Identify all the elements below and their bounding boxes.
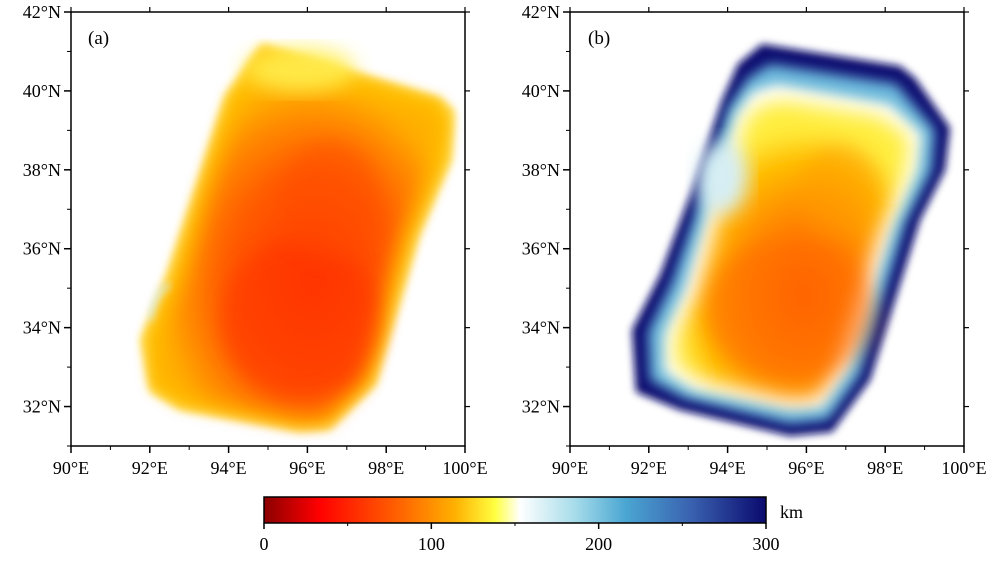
panel-a-xtick-label: 94°E [210, 458, 246, 478]
panel-a-ticks: 90°E 92°E 94°E 96°E 98°E 100°E 32°N 34°N 36°N 38°… [23, 2, 488, 478]
panel-b-ytick-label: 32°N [522, 397, 560, 417]
panel-a-yellow-top [245, 48, 355, 92]
panel-b-xtick-label: 100°E [941, 458, 986, 478]
panel-a-xtick-label: 98°E [368, 458, 404, 478]
panel-b-xtick-label: 96°E [788, 458, 824, 478]
panel-a-ytick-label: 42°N [23, 2, 61, 22]
colorbar: 0 100 200 300 km [260, 496, 803, 554]
panel-a-red-north [280, 140, 380, 260]
panel-b-xtick-label: 92°E [631, 458, 667, 478]
panel-a-red-center [220, 240, 380, 400]
panel-b-ytick-label: 38°N [522, 160, 560, 180]
panel-b: 90°E 92°E 94°E 96°E 98°E 100°E 32°N 34°N 36°N 38°… [522, 2, 987, 478]
panel-a-ytick-label: 40°N [23, 81, 61, 101]
panel-a-ytick-label: 34°N [23, 318, 61, 338]
panel-b-xtick-label: 94°E [709, 458, 745, 478]
colorbar-tick-label: 200 [585, 534, 612, 554]
colorbar-tick-label: 100 [418, 534, 445, 554]
panel-a-xtick-label: 100°E [442, 458, 487, 478]
panel-b-ticks: 90°E 92°E 94°E 96°E 98°E 100°E 32°N 34°N 36°N 38°… [522, 2, 987, 478]
colorbar-ticks: 0 100 200 300 [260, 523, 780, 554]
panel-b-ytick-label: 36°N [522, 239, 560, 259]
panel-b-pale-patch [696, 142, 748, 214]
panel-a-pale-edge [148, 283, 171, 321]
panel-b-orange-north [800, 145, 880, 235]
panel-b-xtick-label: 98°E [867, 458, 903, 478]
panel-b-ytick-label: 40°N [522, 81, 560, 101]
panel-a-xtick-label: 90°E [53, 458, 89, 478]
panel-a: 90°E 92°E 94°E 96°E 98°E 100°E 32°N 34°N 36°N 38°… [23, 2, 488, 478]
panel-b-xtick-label: 90°E [552, 458, 588, 478]
panel-b-label: (b) [588, 28, 610, 49]
panel-b-ytick-label: 34°N [522, 318, 560, 338]
panel-b-ytick-label: 42°N [522, 2, 560, 22]
panel-a-data-field [140, 43, 455, 432]
panel-b-orange-center [705, 240, 875, 380]
colorbar-unit-label: km [780, 502, 803, 522]
panel-a-ytick-label: 32°N [23, 397, 61, 417]
colorbar-tick-label: 300 [753, 534, 780, 554]
panel-a-xtick-label: 96°E [289, 458, 325, 478]
panel-a-xtick-label: 92°E [132, 458, 168, 478]
panel-b-data-field [632, 44, 950, 436]
colorbar-tick-label: 0 [260, 534, 269, 554]
panel-a-ytick-label: 36°N [23, 239, 61, 259]
panel-a-label: (a) [88, 28, 109, 49]
colorbar-gradient [263, 496, 767, 524]
panel-a-ytick-label: 38°N [23, 160, 61, 180]
